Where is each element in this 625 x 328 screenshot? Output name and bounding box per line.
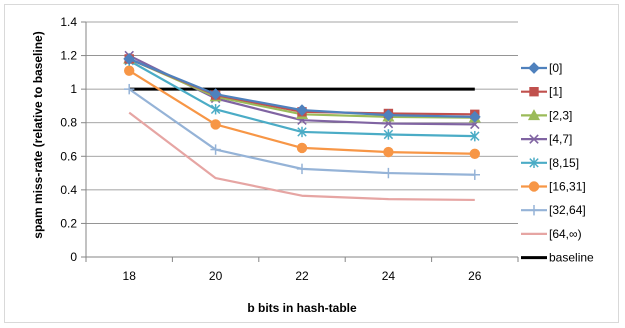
data-point [470,130,480,142]
data-point [383,129,394,140]
y-tick-label: 0.6 [60,149,77,163]
y-tick-label: 1.2 [60,49,77,63]
legend-item: [16,31] [521,180,586,194]
legend-marker [528,181,540,192]
legend-label: [8,15] [549,156,579,170]
y-axis-title: spam miss-rate (relative to baseline) [31,31,45,238]
y-tick-label: 0.4 [60,183,77,197]
data-point [209,88,222,101]
legend-marker [529,134,539,144]
axes: 0 0.2 0.4 0.6 0.8 1 1.2 1.4 18 20 22 24 26 [60,15,519,283]
x-axis-title: b bits in hash-table [247,301,357,315]
data-point [210,144,221,155]
legend-label: [2,3] [549,108,572,122]
y-tick-label: 1.4 [60,15,77,29]
legend-marker [529,87,539,97]
chart-frame [4,4,619,323]
data-point [296,163,308,175]
y-tick-label: 1 [70,82,77,96]
data-point [124,65,135,76]
series-4 [124,55,480,142]
legend-item: [2,3] [521,108,572,122]
legend-marker [527,109,541,121]
data-point [124,83,135,95]
series-0 [123,53,481,123]
data-point [296,104,308,117]
legend-marker [528,62,540,74]
data-point [297,126,307,138]
data-point [383,167,394,179]
y-tick-label: 0 [70,250,77,264]
data-point [210,104,221,115]
legend-marker [529,157,539,168]
legend-label: [16,31] [549,180,586,194]
data-point [469,148,480,159]
gridlines [86,21,518,224]
data-point [469,169,480,180]
data-point [123,53,136,65]
legend-label: [1] [549,85,562,99]
x-tick-label: 24 [382,269,396,283]
series-6 [124,83,480,180]
legend-marker [528,205,540,216]
legend-label: [0] [549,61,562,75]
legend: [0] [1] [2,3] [4,7] [8,15] [16,31] [32,64] [64,… [521,61,594,265]
legend-label: baseline [549,251,594,265]
data-point [210,119,221,130]
legend-label: [32,64] [549,203,586,217]
x-tick-label: 20 [209,269,223,283]
legend-item: [64,∞) [521,227,582,241]
legend-item: [8,15] [521,156,579,170]
series-7 [128,111,475,202]
data-point [296,142,308,154]
series-group [123,50,481,202]
legend-item: [32,64] [521,203,586,217]
x-tick-label: 18 [123,269,137,283]
legend-item: baseline [521,251,594,265]
x-tick-label: 22 [295,269,309,283]
legend-label: [4,7] [549,132,572,146]
data-point [383,146,394,158]
legend-item: [0] [521,61,562,75]
data-point [468,110,481,123]
data-point [382,109,395,122]
legend-label: [64,∞) [549,227,582,241]
x-tick-label: 26 [468,269,482,283]
legend-item: [1] [521,85,562,99]
series-line [128,111,475,202]
legend-item: [4,7] [521,132,572,146]
y-tick-label: 0.8 [60,116,77,130]
series-5 [124,65,480,159]
y-tick-label: 0.2 [60,216,77,230]
